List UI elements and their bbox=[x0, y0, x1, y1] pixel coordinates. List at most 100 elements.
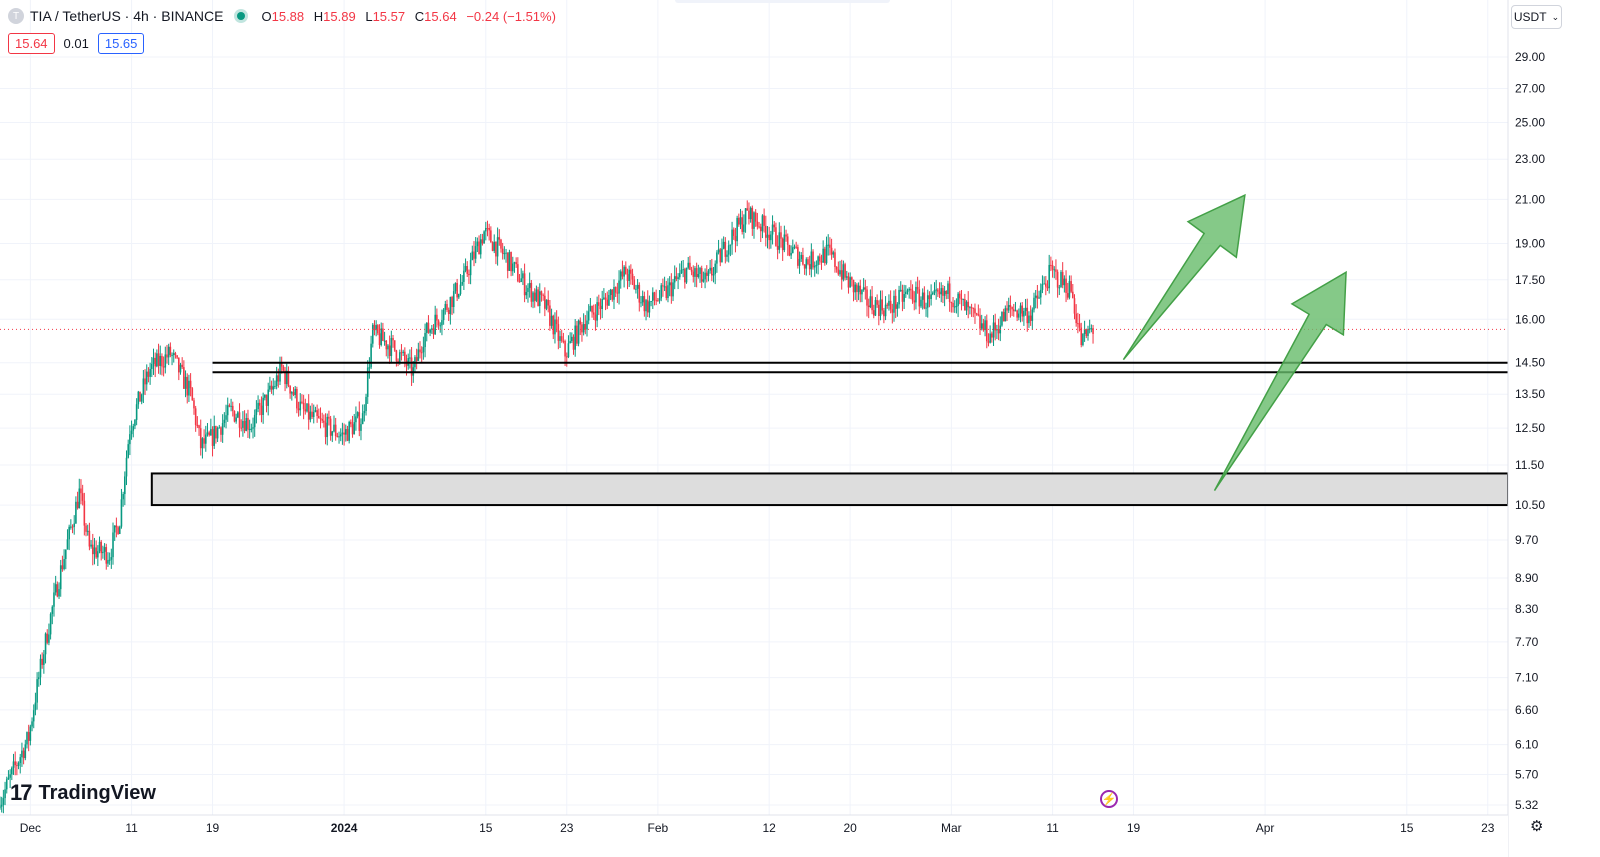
candle-body bbox=[1048, 264, 1050, 289]
candle-body bbox=[129, 434, 131, 445]
candle-body bbox=[962, 298, 964, 300]
candle-body bbox=[690, 269, 693, 272]
candle-body bbox=[479, 239, 482, 255]
candle-body bbox=[1082, 333, 1084, 346]
candle-body bbox=[619, 271, 622, 281]
candle-body bbox=[360, 424, 362, 431]
candle-body bbox=[903, 294, 905, 302]
candle-body bbox=[1053, 269, 1056, 271]
candle-body bbox=[505, 252, 507, 254]
candle-body bbox=[174, 353, 177, 356]
y-tick-label: 13.50 bbox=[1515, 387, 1545, 401]
candle-body bbox=[309, 411, 312, 420]
candle-body bbox=[425, 322, 428, 333]
currency-selector[interactable]: USDT ⌄ bbox=[1511, 5, 1562, 29]
candle-body bbox=[707, 270, 710, 276]
candle-body bbox=[328, 416, 330, 419]
y-tick-label: 11.50 bbox=[1515, 458, 1544, 472]
candle-body bbox=[478, 241, 480, 255]
candle-body bbox=[1068, 281, 1071, 298]
candle-body bbox=[145, 371, 148, 385]
candle-body bbox=[193, 400, 195, 409]
candle-body bbox=[923, 292, 926, 309]
candle-body bbox=[43, 654, 45, 665]
candle-body bbox=[662, 285, 664, 287]
candle-body bbox=[439, 325, 442, 327]
candle-body bbox=[869, 296, 872, 308]
candle-body bbox=[840, 270, 843, 280]
candle-body bbox=[780, 232, 782, 239]
candle-body bbox=[643, 296, 646, 312]
candle-body bbox=[689, 262, 691, 270]
candle-body bbox=[53, 592, 55, 607]
candle-body bbox=[948, 283, 951, 303]
candle-body bbox=[125, 457, 128, 477]
candle-body bbox=[592, 312, 595, 315]
candle-body bbox=[437, 320, 440, 326]
candle-body bbox=[275, 375, 278, 387]
candle-body bbox=[827, 244, 830, 246]
candle-body bbox=[161, 355, 163, 367]
candle-body bbox=[832, 252, 835, 255]
candle-body bbox=[85, 525, 87, 532]
candle-body bbox=[154, 357, 156, 367]
chevron-down-icon: ⌄ bbox=[1551, 11, 1560, 22]
candle-body bbox=[557, 324, 560, 341]
tradingview-logo[interactable]: 17 TradingView bbox=[10, 780, 156, 806]
y-tick-label: 21.00 bbox=[1515, 192, 1545, 206]
x-tick-label: 11 bbox=[1046, 821, 1059, 835]
candle-body bbox=[387, 345, 389, 350]
candle-body bbox=[223, 419, 226, 424]
candle-body bbox=[982, 323, 985, 331]
candle-body bbox=[559, 336, 561, 341]
candle-body bbox=[942, 288, 944, 296]
candle-body bbox=[9, 774, 11, 778]
candle-body bbox=[759, 226, 762, 232]
candle-body bbox=[441, 320, 443, 326]
y-tick-label: 29.00 bbox=[1515, 50, 1545, 64]
lightning-icon[interactable]: ⚡ bbox=[1100, 790, 1118, 808]
candle-body bbox=[761, 215, 764, 232]
candle-body bbox=[218, 427, 221, 429]
candle-body bbox=[668, 282, 671, 286]
candle-body bbox=[641, 296, 644, 303]
candle-body bbox=[655, 300, 657, 302]
candle-body bbox=[402, 351, 404, 353]
candle-body bbox=[22, 750, 25, 759]
candle-body bbox=[1036, 295, 1039, 299]
sell-price-button[interactable]: 15.64 bbox=[8, 33, 55, 54]
candle-body bbox=[704, 272, 706, 280]
candle-body bbox=[985, 320, 988, 342]
symbol-title[interactable]: TIA / TetherUS · 4h · BINANCE bbox=[30, 8, 224, 24]
candle-body bbox=[675, 276, 678, 279]
candle-body bbox=[46, 633, 49, 643]
candle-body bbox=[1045, 283, 1047, 287]
buy-price-button[interactable]: 15.65 bbox=[97, 33, 145, 54]
candle-body bbox=[137, 391, 140, 405]
candle-body bbox=[525, 291, 528, 296]
candle-body bbox=[682, 269, 684, 271]
candle-body bbox=[105, 547, 108, 564]
x-tick-label: 15 bbox=[479, 821, 493, 835]
candle-body bbox=[361, 413, 364, 425]
symbol-logo-icon[interactable]: T bbox=[8, 8, 24, 24]
candle-body bbox=[822, 248, 824, 263]
candle-body bbox=[31, 721, 33, 727]
candle-body bbox=[786, 236, 789, 245]
candle-body bbox=[81, 493, 84, 501]
candle-body bbox=[726, 254, 728, 257]
candle-body bbox=[184, 376, 187, 389]
candle-body bbox=[189, 380, 192, 389]
candle-body bbox=[90, 544, 92, 547]
candle-body bbox=[291, 392, 293, 394]
candle-body bbox=[797, 247, 799, 266]
gear-icon[interactable]: ⚙ bbox=[1530, 818, 1544, 835]
candle-body bbox=[393, 340, 396, 351]
candle-body bbox=[95, 547, 97, 558]
candle-body bbox=[73, 523, 76, 527]
top-tab-handle[interactable] bbox=[675, 0, 890, 3]
candle-body bbox=[164, 354, 167, 368]
candle-body bbox=[49, 613, 52, 635]
